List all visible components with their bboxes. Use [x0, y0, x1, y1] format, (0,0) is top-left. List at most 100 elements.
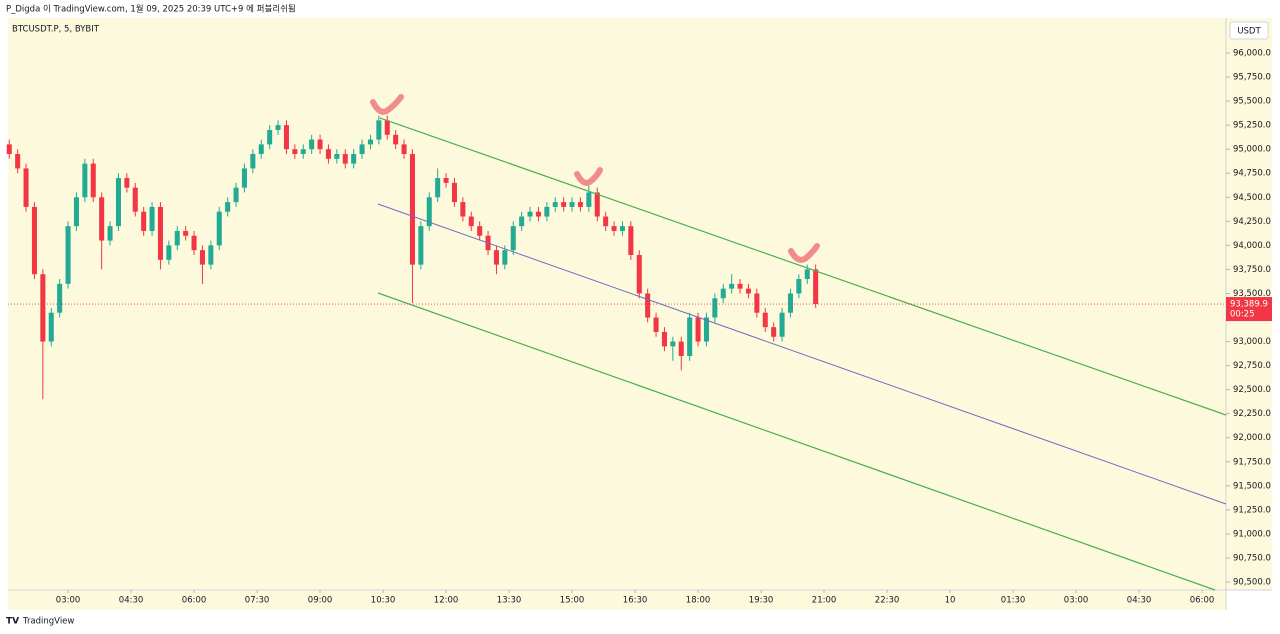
- channel-lower: [377, 292, 1216, 591]
- candle-body: [569, 202, 575, 207]
- candle-body: [73, 197, 79, 227]
- x-tick-label: 22:30: [875, 596, 900, 606]
- x-tick-label: 21:00: [812, 596, 837, 606]
- candle-body: [124, 178, 130, 188]
- brand-name: TradingView: [22, 617, 74, 627]
- x-tick-label: 03:00: [56, 596, 81, 606]
- y-tick-label: 93,000.0: [1233, 337, 1271, 347]
- y-tick-label: 90,750.0: [1233, 553, 1271, 563]
- candle-body: [141, 211, 147, 231]
- last-price-tag: [1226, 297, 1272, 322]
- x-tick-label: 10: [945, 596, 956, 606]
- candle-body: [586, 192, 592, 207]
- candle-body: [603, 216, 609, 227]
- candle-body: [670, 341, 676, 347]
- x-tick-label: 04:30: [1127, 596, 1152, 606]
- candle-body: [493, 250, 499, 265]
- candle-body: [90, 163, 96, 198]
- candle-body: [779, 312, 785, 337]
- x-tick-label: 03:00: [1064, 596, 1089, 606]
- candle-body: [191, 235, 197, 251]
- channel-upper: [379, 117, 1227, 416]
- channel-middle: [377, 203, 1227, 505]
- candle-body: [527, 211, 533, 217]
- candle-body: [258, 144, 264, 155]
- candle-body: [561, 202, 567, 207]
- candle-body: [359, 144, 365, 155]
- candle-body: [519, 216, 525, 227]
- candle-body: [754, 293, 760, 313]
- candle-body: [695, 317, 701, 342]
- candle-body: [535, 211, 541, 217]
- candle-body: [451, 182, 457, 203]
- candle-body: [48, 312, 54, 342]
- candle-body: [393, 134, 399, 145]
- candle-body: [183, 230, 189, 236]
- candle-body: [241, 168, 247, 188]
- candle-body: [107, 226, 113, 241]
- candle-body: [325, 149, 331, 159]
- candle-body: [208, 245, 214, 265]
- time-axis-background: [8, 590, 1226, 610]
- x-tick-label: 09:00: [308, 596, 333, 606]
- candle-body: [292, 149, 298, 155]
- candle-body: [199, 250, 205, 265]
- candle-body: [771, 327, 777, 337]
- x-tick-label: 19:30: [749, 596, 774, 606]
- y-tick-label: 91,000.0: [1233, 529, 1271, 539]
- y-tick-label: 92,250.0: [1233, 409, 1271, 419]
- currency-button[interactable]: [1229, 21, 1269, 40]
- candle-body: [309, 139, 315, 150]
- candle-body: [796, 279, 802, 294]
- candle-body: [653, 317, 659, 332]
- candle-body: [166, 245, 172, 260]
- candle-body: [619, 226, 625, 231]
- candle-body: [687, 317, 693, 356]
- x-tick-label: 01:30: [1001, 596, 1026, 606]
- candle-body: [401, 144, 407, 155]
- last-price-label: 93,389.9: [1230, 300, 1268, 310]
- x-tick-label: 13:30: [497, 596, 522, 606]
- x-tick-label: 15:00: [560, 596, 585, 606]
- y-tick-label: 95,750.0: [1233, 73, 1271, 83]
- candle-body: [594, 192, 600, 217]
- candle-body: [57, 283, 63, 313]
- candle-body: [418, 226, 424, 265]
- y-tick-label: 95,500.0: [1233, 97, 1271, 107]
- x-tick-label: 16:30: [623, 596, 648, 606]
- candle-body: [745, 288, 751, 294]
- currency-label[interactable]: USDT: [1237, 27, 1261, 37]
- candle-body: [661, 331, 667, 347]
- candle-body: [384, 120, 390, 135]
- candle-body: [435, 178, 441, 198]
- y-tick-label: 92,000.0: [1233, 433, 1271, 443]
- x-tick-label: 07:30: [245, 596, 270, 606]
- y-tick-label: 96,000.0: [1233, 49, 1271, 59]
- candle-body: [468, 216, 474, 227]
- candle-body: [762, 312, 768, 328]
- candle-body: [132, 187, 138, 212]
- candle-body: [645, 293, 651, 318]
- candle-body: [275, 125, 281, 130]
- candle-body: [636, 254, 642, 294]
- y-tick-label: 92,750.0: [1233, 361, 1271, 371]
- candle-body: [216, 211, 222, 246]
- candle-body: [544, 206, 550, 217]
- candle-body: [149, 206, 155, 231]
- candle-body: [233, 187, 239, 203]
- check-mark: [370, 94, 404, 115]
- candle-body: [99, 197, 105, 241]
- y-tick-label: 92,500.0: [1233, 385, 1271, 395]
- check-mark: [574, 167, 603, 186]
- symbol-label: BTCUSDT.P, 5, BYBIT: [12, 25, 100, 35]
- y-tick-label: 95,000.0: [1233, 145, 1271, 155]
- candle-body: [720, 288, 726, 299]
- candle-body: [300, 149, 306, 155]
- check-mark: [788, 243, 820, 263]
- candle-body: [678, 341, 684, 356]
- candle-body: [40, 274, 46, 342]
- countdown-label: 00:25: [1230, 310, 1255, 320]
- brand-logo: TV: [6, 617, 19, 627]
